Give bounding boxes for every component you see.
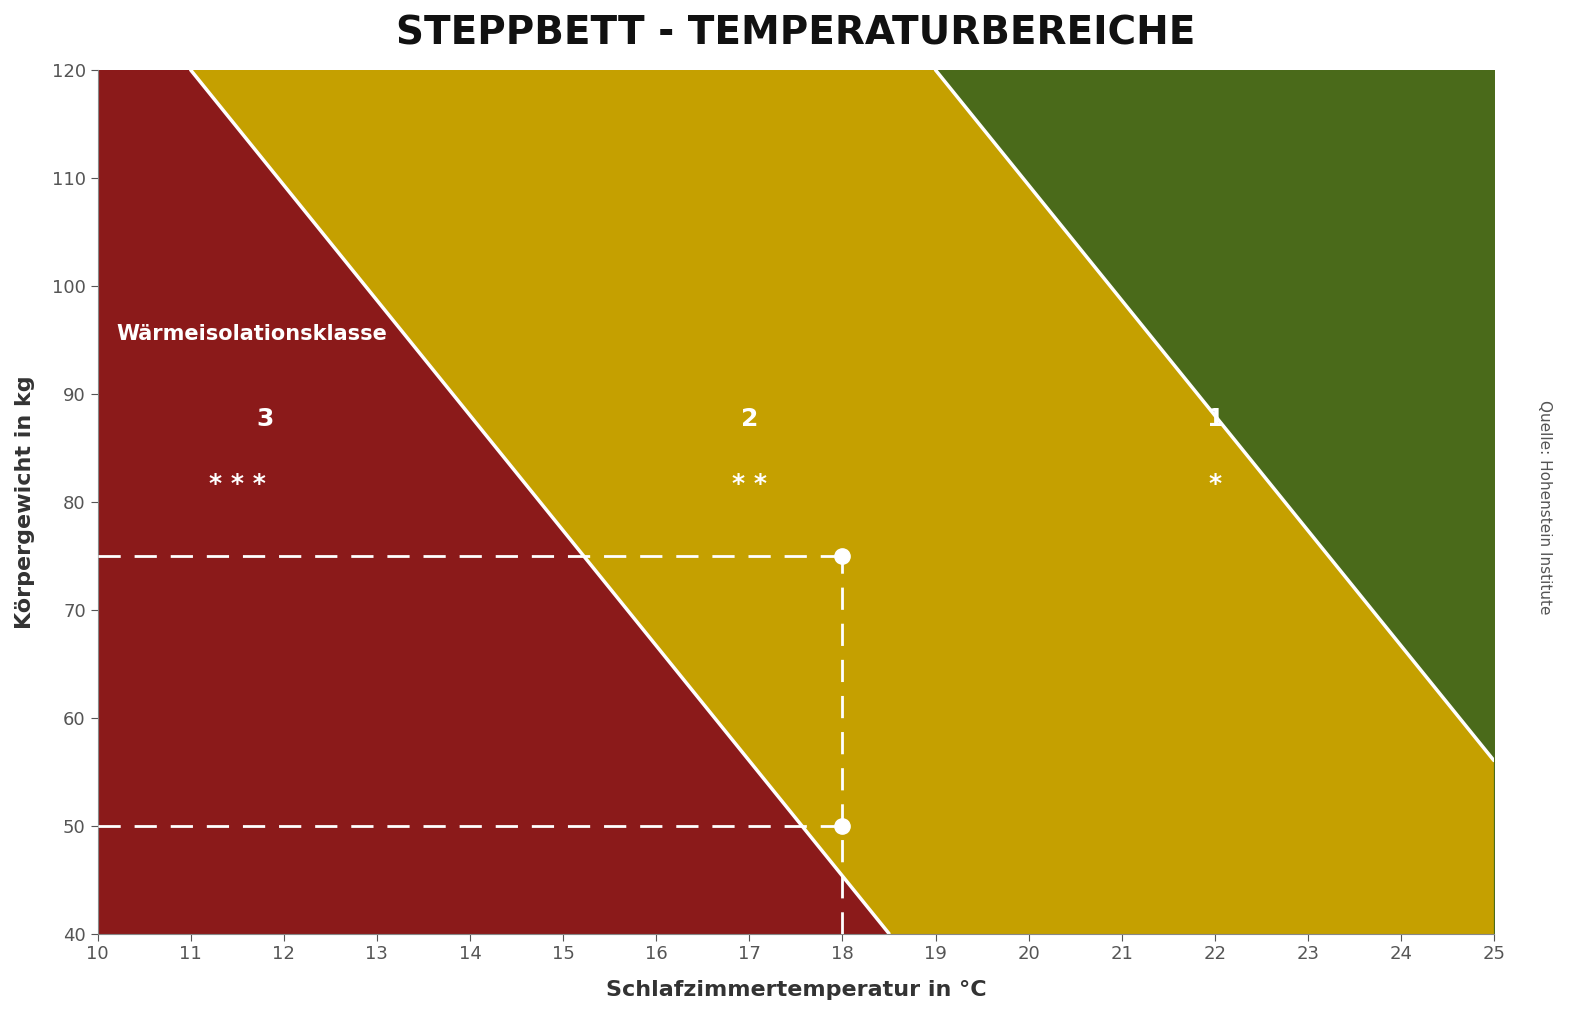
Text: 3: 3 xyxy=(257,407,274,431)
Text: 2: 2 xyxy=(741,407,759,431)
Text: * * *: * * * xyxy=(209,472,266,496)
Text: Quelle: Hohenstein Institute: Quelle: Hohenstein Institute xyxy=(1536,400,1552,615)
Text: Wärmeisolationsklasse: Wärmeisolationsklasse xyxy=(116,324,386,344)
X-axis label: Schlafzimmertemperatur in °C: Schlafzimmertemperatur in °C xyxy=(605,980,987,1000)
Title: STEPPBETT - TEMPERATURBEREICHE: STEPPBETT - TEMPERATURBEREICHE xyxy=(396,15,1196,53)
Text: 1: 1 xyxy=(1205,407,1223,431)
Y-axis label: Körpergewicht in kg: Körpergewicht in kg xyxy=(14,375,35,628)
Text: *: * xyxy=(1209,472,1221,496)
Text: * *: * * xyxy=(732,472,767,496)
